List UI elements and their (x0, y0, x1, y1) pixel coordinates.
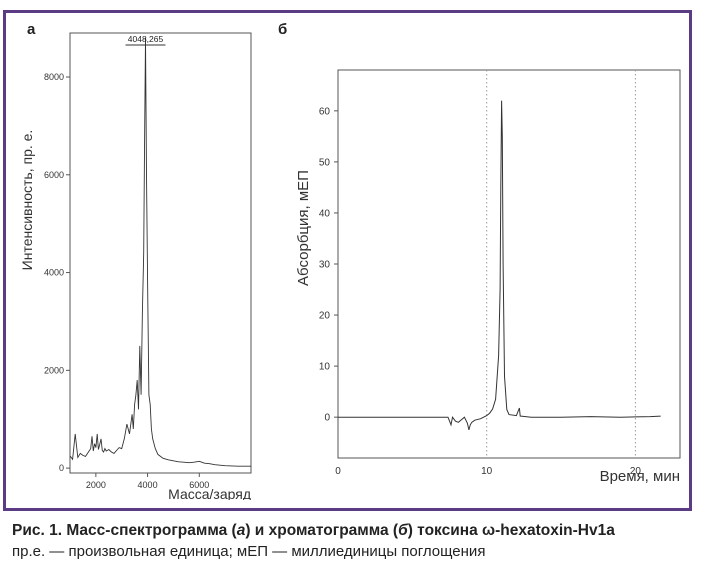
mass-y-tick-label: 4000 (44, 268, 64, 278)
panel-b-label: б (278, 21, 288, 38)
mass-spectrum-y-axis-label: Интенсивность, пр. е. (19, 130, 35, 271)
caption-note: пр.е. — произвольная единица; мЕП — милл… (12, 543, 486, 560)
chrom-x-tick-label: 10 (481, 466, 493, 477)
chromatogram-y-axis-label: Абсорбция, мЕП (295, 170, 312, 286)
mass-x-tick-label: 4000 (138, 480, 158, 490)
chrom-y-tick-label: 40 (319, 208, 331, 219)
chrom-y-tick-label: 20 (319, 311, 331, 322)
chrom-y-tick-label: 10 (319, 362, 331, 373)
mass-spectrum-plot-area (69, 32, 252, 474)
caption-title-mid: ) и хроматограмма ( (245, 522, 399, 539)
mass-y-tick-label: 8000 (44, 72, 64, 82)
mass-spectrum-series-line (69, 37, 251, 467)
caption-title-panel-a: а (236, 522, 246, 539)
chromatogram-chart: 0 10 20 0 10 20 30 40 50 60 Абсорбция, мЕП Время… (295, 69, 681, 485)
chromatogram-series-line (338, 100, 661, 431)
mass-y-tick-label: 6000 (44, 170, 64, 180)
chromatogram-plot-area (337, 69, 681, 459)
peak-mass-label: 4048,265 (128, 34, 164, 44)
mass-y-tick-label: 2000 (44, 365, 64, 375)
chrom-x-tick-label: 20 (630, 466, 642, 477)
mass-x-tick-label: 2000 (86, 480, 106, 490)
chrom-y-tick-label: 60 (319, 106, 331, 117)
figure-caption: Рис. 1. Масс-спектрограмма (а) и хромато… (12, 520, 694, 562)
caption-title: Рис. 1. Масс-спектрограмма (а) и хромато… (12, 520, 694, 541)
mass-x-tick-label: 6000 (189, 480, 209, 490)
chrom-y-tick-label: 50 (319, 157, 331, 168)
chrom-x-tick-label: 0 (335, 466, 341, 477)
caption-title-panel-b: б (398, 522, 408, 539)
chrom-y-tick-label: 0 (324, 413, 330, 424)
caption-title-suffix: ) токсина ω-hexatoxin-Hv1a (407, 522, 615, 539)
chromatogram-x-axis-label: Время, мин (600, 468, 680, 485)
caption-title-prefix: Рис. 1. Масс-спектрограмма ( (12, 522, 237, 539)
mass-spectrum-x-axis-label: Масса/заряд (168, 486, 251, 500)
panel-a-label: а (27, 21, 36, 38)
chrom-y-tick-label: 30 (319, 260, 331, 271)
mass-y-tick-label: 0 (59, 463, 64, 473)
